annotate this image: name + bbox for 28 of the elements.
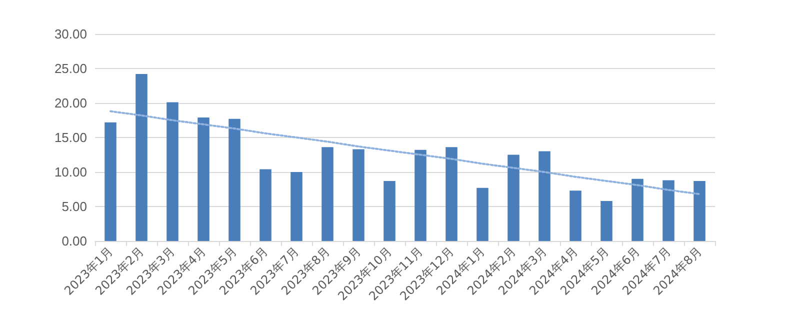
y-tick-label: 10.00	[54, 164, 87, 180]
bar	[384, 180, 396, 241]
bar	[694, 180, 706, 241]
bar	[508, 154, 520, 241]
bar	[414, 150, 426, 241]
bar	[290, 172, 302, 241]
bar	[476, 188, 488, 241]
bar	[322, 147, 334, 241]
bar	[570, 190, 582, 241]
bar	[228, 118, 240, 241]
line-series	[110, 110, 700, 196]
bar	[632, 178, 644, 241]
y-tick-label: 20.00	[54, 96, 87, 110]
bar	[538, 151, 550, 241]
y-tick-label: 30.00	[54, 26, 87, 42]
bar	[352, 149, 364, 241]
y-tick-label: 25.00	[54, 61, 87, 76]
bar	[662, 180, 674, 241]
bar	[166, 102, 178, 241]
y-tick-label: 15.00	[54, 130, 87, 145]
y-tick-label: 0.00	[62, 234, 87, 248]
bar	[446, 147, 458, 241]
bar	[136, 74, 148, 241]
bar	[600, 200, 612, 241]
bar	[198, 117, 210, 241]
y-tick-label: 5.00	[62, 199, 87, 214]
bar	[260, 169, 272, 241]
bar	[104, 122, 116, 241]
